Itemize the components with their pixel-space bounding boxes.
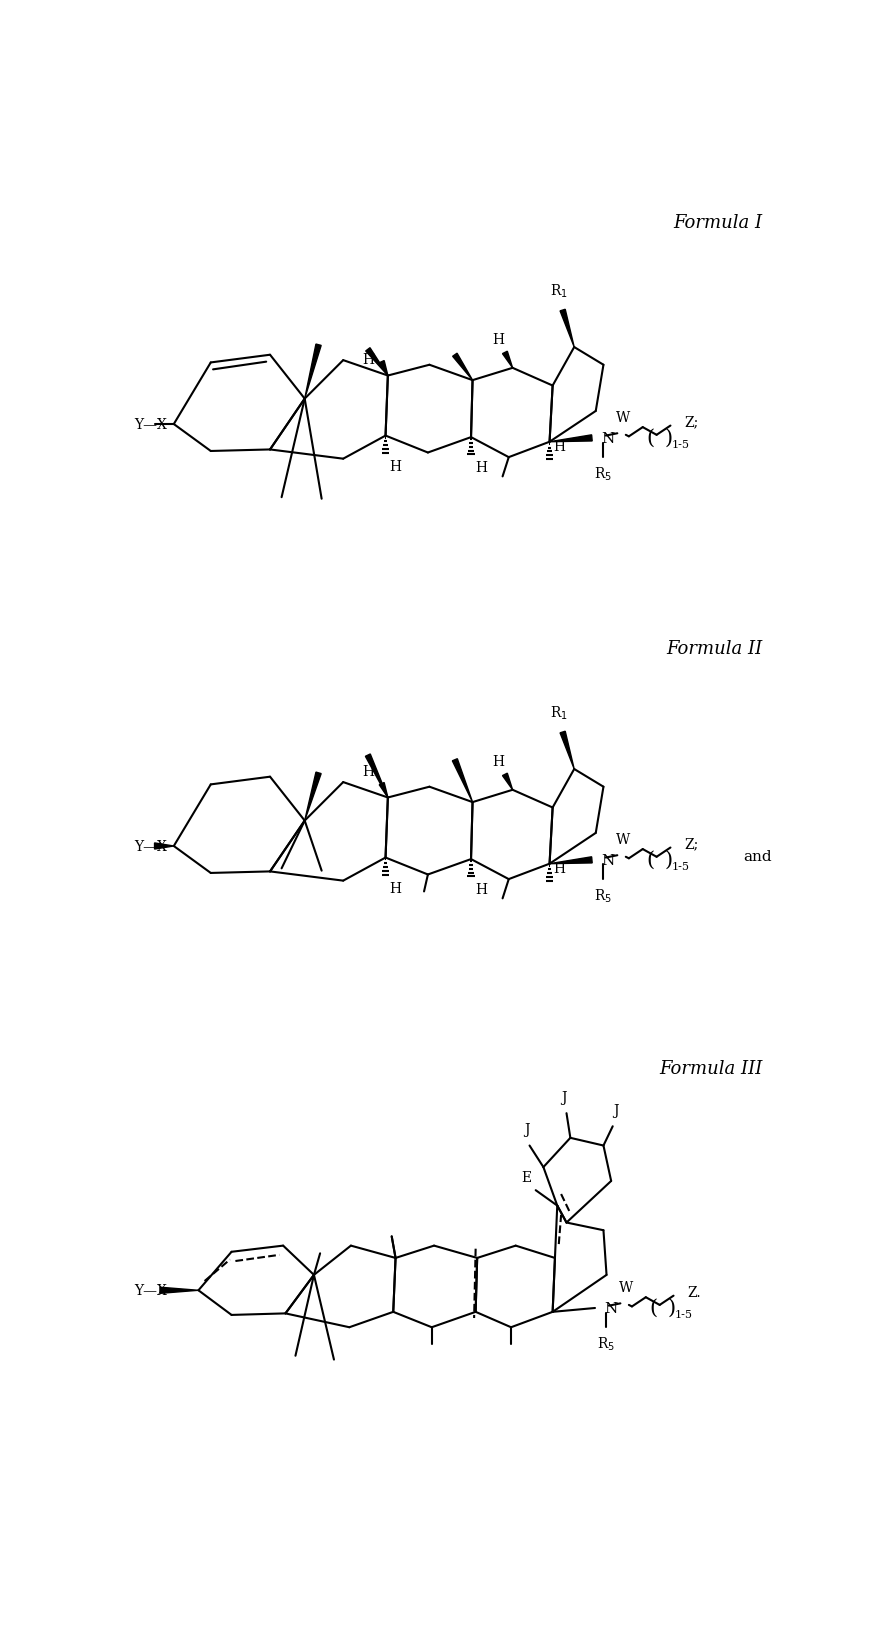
Text: R$_1$: R$_1$ <box>550 283 568 300</box>
Text: N: N <box>605 1302 618 1315</box>
Text: and: and <box>744 849 773 864</box>
Polygon shape <box>560 732 574 770</box>
Text: J: J <box>613 1104 619 1117</box>
Polygon shape <box>452 354 473 381</box>
Text: 1-5: 1-5 <box>672 862 690 872</box>
Text: Y—X: Y—X <box>134 419 166 432</box>
Text: (: ( <box>649 1299 657 1317</box>
Polygon shape <box>452 760 473 803</box>
Text: H: H <box>389 882 401 895</box>
Polygon shape <box>549 857 592 864</box>
Text: H: H <box>554 860 566 875</box>
Polygon shape <box>304 773 321 821</box>
Text: H: H <box>554 440 566 453</box>
Text: E: E <box>521 1170 532 1185</box>
Text: 1-5: 1-5 <box>675 1310 693 1320</box>
Text: Z;: Z; <box>685 415 699 430</box>
Text: N: N <box>601 854 614 867</box>
Text: Y—X: Y—X <box>134 1284 166 1297</box>
Text: W: W <box>616 410 630 425</box>
Polygon shape <box>560 310 574 348</box>
Text: Formula II: Formula II <box>667 639 763 658</box>
Text: R$_5$: R$_5$ <box>594 465 612 483</box>
Text: Formula III: Formula III <box>659 1060 763 1076</box>
Polygon shape <box>549 435 592 442</box>
Text: J: J <box>524 1122 529 1137</box>
Polygon shape <box>155 844 174 850</box>
Text: (: ( <box>647 428 655 447</box>
Polygon shape <box>379 783 388 798</box>
Text: ): ) <box>665 850 673 868</box>
Text: ): ) <box>665 428 673 447</box>
Polygon shape <box>304 344 321 399</box>
Text: R$_5$: R$_5$ <box>597 1335 615 1353</box>
Polygon shape <box>502 353 513 369</box>
Text: H: H <box>475 883 487 897</box>
Polygon shape <box>379 361 388 376</box>
Text: (: ( <box>647 850 655 868</box>
Polygon shape <box>160 1287 199 1294</box>
Text: Formula I: Formula I <box>674 214 763 232</box>
Polygon shape <box>502 773 513 791</box>
Text: R$_5$: R$_5$ <box>594 887 612 905</box>
Text: 1-5: 1-5 <box>672 440 690 450</box>
Text: J: J <box>561 1091 567 1104</box>
Text: ): ) <box>668 1299 676 1317</box>
Text: Z;: Z; <box>685 837 699 850</box>
Text: H: H <box>493 755 505 768</box>
Text: H: H <box>493 333 505 348</box>
Text: H: H <box>389 460 401 473</box>
Text: H: H <box>475 461 487 475</box>
Text: Y—X: Y—X <box>134 839 166 854</box>
Text: W: W <box>616 832 630 847</box>
Text: Z.: Z. <box>687 1285 701 1299</box>
Text: R$_1$: R$_1$ <box>550 704 568 722</box>
Polygon shape <box>365 755 388 798</box>
Polygon shape <box>366 348 388 376</box>
Text: N: N <box>601 432 614 445</box>
Text: H: H <box>362 765 374 780</box>
Text: W: W <box>619 1280 633 1294</box>
Text: H: H <box>362 353 374 368</box>
